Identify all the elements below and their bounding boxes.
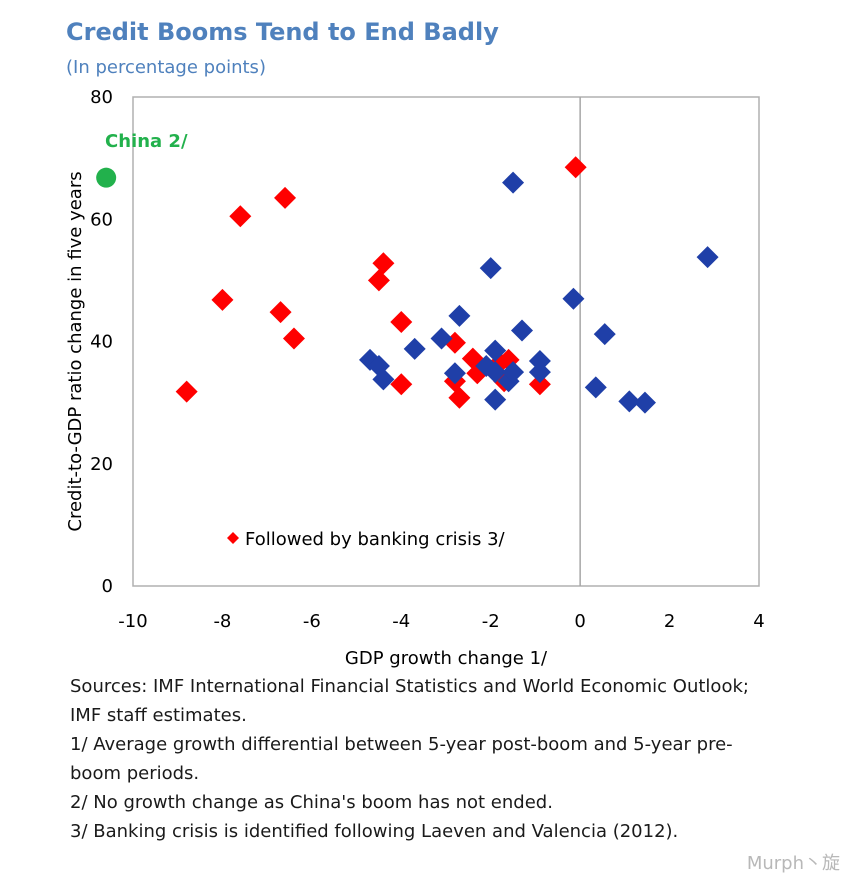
- crisis-point: [564, 156, 587, 179]
- x-tick-label: -6: [303, 611, 321, 632]
- noncrisis-point: [696, 246, 719, 269]
- noncrisis-point: [593, 323, 616, 346]
- crisis-point: [211, 288, 234, 311]
- y-tick-label: 0: [102, 576, 113, 597]
- note-2: 2/ No growth change as China's boom has …: [70, 792, 553, 813]
- y-tick-label: 60: [90, 209, 113, 230]
- noncrisis-point: [528, 361, 551, 384]
- y-tick-label: 80: [90, 87, 113, 108]
- crisis-point: [390, 310, 413, 333]
- noncrisis-point: [372, 368, 395, 391]
- crisis-point: [274, 186, 297, 209]
- noncrisis-point: [562, 287, 585, 310]
- crisis-point: [390, 373, 413, 396]
- china-point: [96, 167, 117, 188]
- x-tick-label: -2: [482, 611, 500, 632]
- x-tick-label: -8: [213, 611, 231, 632]
- data-points: [96, 156, 719, 414]
- noncrisis-point: [484, 339, 507, 362]
- chart-title: Credit Booms Tend to End Badly: [66, 18, 499, 46]
- axes: [132, 96, 760, 587]
- crisis-point: [367, 269, 390, 292]
- crisis-point: [282, 327, 305, 350]
- noncrisis-point: [479, 257, 502, 280]
- noncrisis-point: [502, 361, 525, 384]
- x-axis-label: GDP growth change 1/: [345, 648, 548, 669]
- x-tick-label: 4: [753, 611, 764, 632]
- legend-marker: [227, 532, 239, 544]
- noncrisis-point: [484, 361, 507, 384]
- crisis-point: [448, 386, 471, 409]
- y-tick-label: 40: [90, 332, 113, 353]
- noncrisis-point: [430, 327, 453, 350]
- china-annotation: China 2/: [105, 131, 188, 152]
- chart-subtitle: (In percentage points): [66, 57, 266, 78]
- legend-label: Followed by banking crisis 3/: [245, 529, 506, 550]
- y-tick-label: 20: [90, 454, 113, 475]
- note-1-line2: boom periods.: [70, 763, 200, 784]
- noncrisis-point: [484, 388, 507, 411]
- chart-notes: Sources: IMF International Financial Sta…: [70, 672, 810, 846]
- note-sources-line1: Sources: IMF International Financial Sta…: [70, 676, 749, 697]
- note-3: 3/ Banking crisis is identified followin…: [70, 821, 679, 842]
- noncrisis-point: [618, 390, 641, 413]
- crisis-point: [528, 373, 551, 396]
- crisis-point: [175, 380, 198, 403]
- note-1-line1: 1/ Average growth differential between 5…: [70, 734, 733, 755]
- noncrisis-point: [403, 337, 426, 360]
- crisis-point: [229, 205, 252, 228]
- noncrisis-point: [528, 350, 551, 373]
- noncrisis-point: [443, 362, 466, 385]
- crisis-point: [372, 252, 395, 275]
- noncrisis-point: [502, 171, 525, 194]
- note-sources-line2: IMF staff estimates.: [70, 705, 247, 726]
- crisis-point: [269, 301, 292, 324]
- watermark: Murph丶旋: [746, 853, 840, 874]
- x-tick-label: 0: [574, 611, 585, 632]
- plot-area-border: [132, 96, 760, 587]
- x-tick-label: -4: [392, 611, 410, 632]
- x-tick-label: 2: [664, 611, 675, 632]
- noncrisis-point: [584, 376, 607, 399]
- noncrisis-point: [633, 391, 656, 414]
- x-tick-label: -10: [118, 611, 147, 632]
- y-axis-label: Credit-to-GDP ratio change in five years: [65, 171, 86, 531]
- noncrisis-point: [511, 319, 534, 342]
- noncrisis-point: [448, 304, 471, 327]
